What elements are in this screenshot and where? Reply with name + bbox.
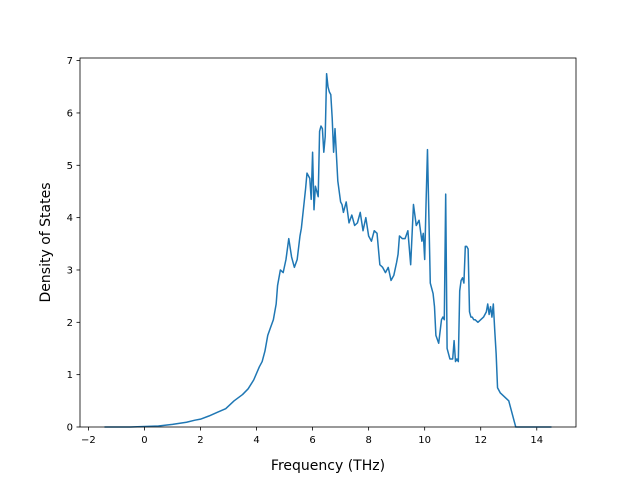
x-tick-label: 12: [474, 435, 487, 446]
x-tick-label: −2: [81, 435, 96, 446]
x-tick-label: 4: [253, 435, 259, 446]
y-tick-label: 2: [67, 318, 73, 329]
x-tick-label: 2: [197, 435, 203, 446]
y-tick-label: 6: [67, 108, 73, 119]
y-tick-label: 5: [67, 161, 73, 172]
x-tick-label: 14: [530, 435, 543, 446]
x-tick-label: 0: [141, 435, 147, 446]
x-tick-label: 10: [418, 435, 431, 446]
y-axis-label: Density of States: [38, 183, 54, 303]
x-tick-label: 8: [365, 435, 371, 446]
series-line-dos: [104, 72, 552, 428]
y-tick-label: 0: [67, 423, 73, 434]
y-tick-label: 7: [67, 56, 73, 67]
y-tick-label: 4: [67, 213, 73, 224]
x-axis-ticks: −2 0 2 4 6 8 10 12 14: [81, 427, 543, 446]
y-tick-label: 3: [67, 265, 73, 276]
plot-frame: [79, 57, 577, 428]
y-axis-ticks: 0 1 2 3 4 5 6 7: [67, 56, 80, 434]
x-axis-label: Frequency (THz): [271, 458, 385, 474]
x-tick-label: 6: [309, 435, 315, 446]
y-tick-label: 1: [67, 370, 73, 381]
